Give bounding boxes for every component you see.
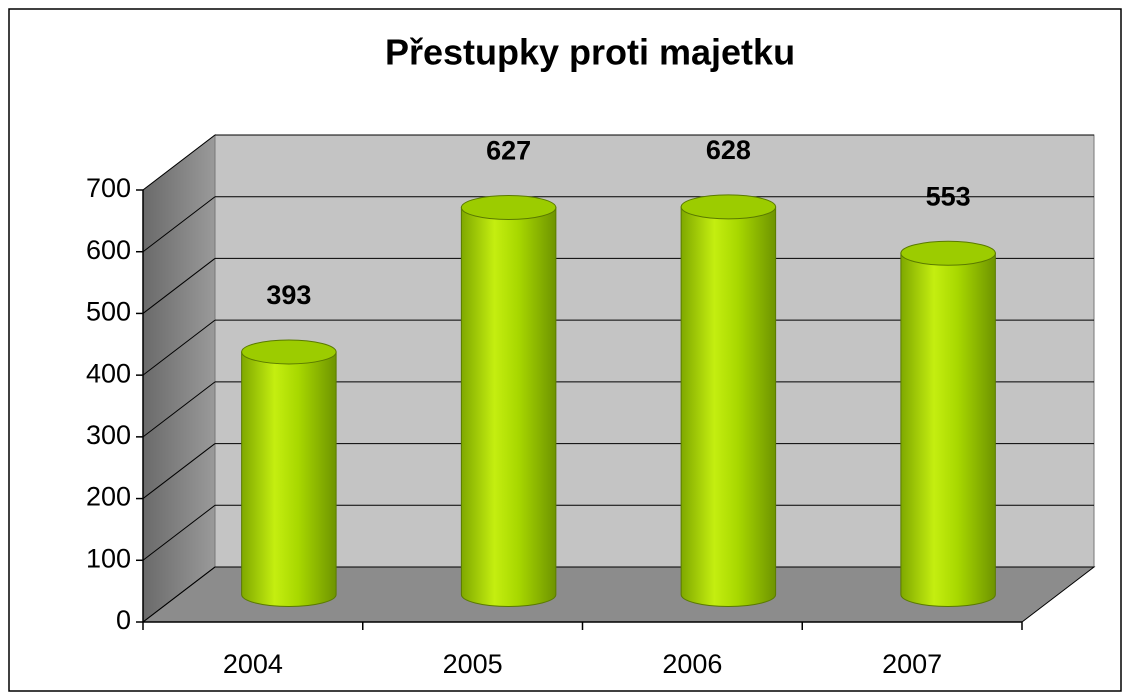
data-label: 553 xyxy=(926,181,971,211)
bar xyxy=(900,240,996,607)
grid-line xyxy=(142,566,216,623)
cylinder-body xyxy=(900,252,996,607)
y-tick-label: 0 xyxy=(116,605,131,635)
bar xyxy=(460,195,557,607)
grid-line xyxy=(142,258,216,314)
cylinder-body xyxy=(460,207,557,607)
grid-line xyxy=(142,504,216,561)
cylinder-top xyxy=(241,339,337,365)
grid-line xyxy=(142,381,216,438)
y-tick-label: 100 xyxy=(86,543,131,573)
cylinder-top xyxy=(680,194,777,220)
cylinder-body xyxy=(241,351,337,607)
bar xyxy=(680,194,777,607)
y-tick-label: 500 xyxy=(86,297,131,327)
y-tick-label: 300 xyxy=(86,420,131,450)
data-label: 628 xyxy=(706,135,751,165)
left-wall xyxy=(142,133,216,624)
grid-line xyxy=(142,134,216,191)
y-tick-label: 700 xyxy=(86,173,131,203)
cylinder-body xyxy=(680,206,777,607)
cylinder-top xyxy=(900,240,996,266)
data-label: 627 xyxy=(486,136,531,166)
y-tick-label: 600 xyxy=(86,235,131,265)
bar xyxy=(241,339,337,607)
chart-title: Přestupky proti majetku xyxy=(385,32,795,73)
grid-line xyxy=(142,196,216,253)
y-tick-label: 200 xyxy=(86,482,131,512)
x-tick-label: 2004 xyxy=(223,649,283,679)
grid-line xyxy=(142,443,216,499)
x-tick-label: 2005 xyxy=(443,649,503,679)
y-tick-label: 400 xyxy=(86,358,131,388)
grid-line xyxy=(142,319,216,376)
x-tick-label: 2007 xyxy=(882,649,942,679)
x-tick-label: 2006 xyxy=(662,649,722,679)
data-label: 393 xyxy=(266,280,311,310)
cylinder-top xyxy=(460,195,557,221)
